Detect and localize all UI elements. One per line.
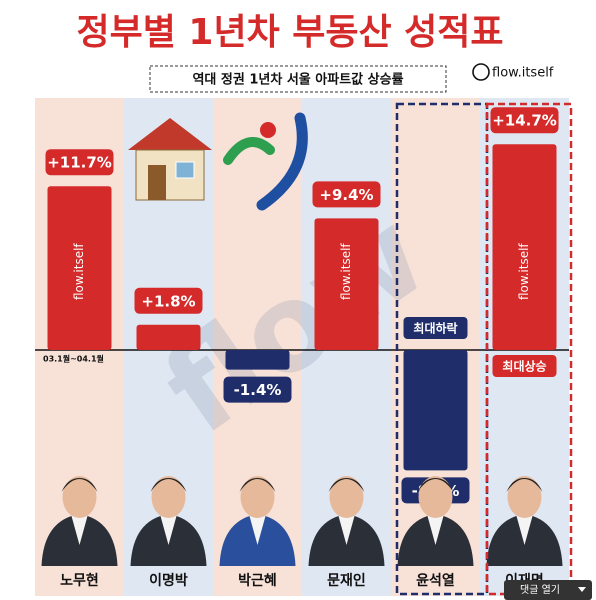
value-label-box (312, 181, 381, 208)
portrait-hair (150, 478, 187, 492)
bar (314, 218, 379, 350)
value-label: +1.8% (141, 292, 195, 310)
portrait-face (151, 476, 186, 518)
bar (136, 324, 201, 350)
portrait-hair (239, 478, 276, 492)
name-box (306, 567, 387, 593)
value-label: -1.4% (234, 381, 282, 399)
portrait-face (62, 476, 97, 518)
x-tick-label: 이명박 (149, 572, 188, 589)
bar-watermark: flow.itself (339, 243, 353, 300)
bar (47, 186, 112, 350)
portrait-hair (328, 478, 365, 492)
instagram-icon (472, 63, 490, 81)
portrait-shirt (338, 516, 355, 545)
portrait-shirt (160, 516, 177, 545)
seoul-logo (223, 112, 308, 211)
annotation-box (403, 317, 468, 339)
name-box (217, 567, 298, 593)
x-tick-label: 노무현 (60, 573, 99, 589)
name-box (128, 567, 209, 593)
plot: 03.1월~04.1월 +11.7% flow.itself +1.8% -1.4% +9… (35, 107, 569, 504)
annotation: 최대상승 (502, 359, 546, 374)
bar (225, 350, 290, 370)
chart-subtitle: 역대 정권 1년차 서울 아파트값 상승률 (192, 72, 403, 88)
subtitle-box (149, 65, 447, 93)
period-note: 03.1월~04.1월 (43, 354, 104, 364)
handle: flow.itself (492, 66, 554, 81)
portrait-face (418, 476, 453, 518)
portrait-shirt (516, 516, 533, 545)
name-box (395, 567, 476, 593)
value-label-box (490, 107, 559, 134)
portrait-hair (61, 478, 98, 492)
bar (492, 144, 557, 350)
bar-watermark: flow.itself (72, 243, 86, 300)
value-label: +9.4% (319, 186, 373, 204)
dropdown-arrow (578, 587, 586, 592)
comment-button-label[interactable]: 댓글 열기 (520, 584, 560, 596)
annotation-box (492, 355, 557, 377)
bar-watermark: flow.itself (517, 243, 531, 300)
value-label-box (45, 149, 114, 176)
annotation: 최대하락 (413, 321, 457, 336)
name-box (39, 567, 120, 593)
portrait-shirt (427, 516, 444, 545)
value-label-box (223, 376, 292, 403)
portrait-hair (506, 478, 543, 492)
portrait-face (240, 476, 275, 518)
x-tick-label: 박근혜 (238, 572, 277, 589)
comment-button[interactable] (504, 580, 592, 600)
x-tick-label: 윤석열 (416, 572, 455, 589)
x-tick-label: 문재인 (327, 572, 366, 589)
house-icon (128, 118, 212, 201)
portrait-shirt (71, 516, 88, 545)
portrait-face (329, 476, 364, 518)
value-label-box (134, 287, 203, 314)
portrait-hair (417, 478, 454, 492)
portrait-face (507, 476, 542, 518)
value-label: +11.7% (47, 154, 112, 172)
chart-title: 정부별 1년차 부동산 성적표 (77, 12, 504, 53)
bar (403, 350, 468, 471)
portrait-shirt (249, 516, 266, 545)
value-label: +14.7% (492, 112, 557, 130)
